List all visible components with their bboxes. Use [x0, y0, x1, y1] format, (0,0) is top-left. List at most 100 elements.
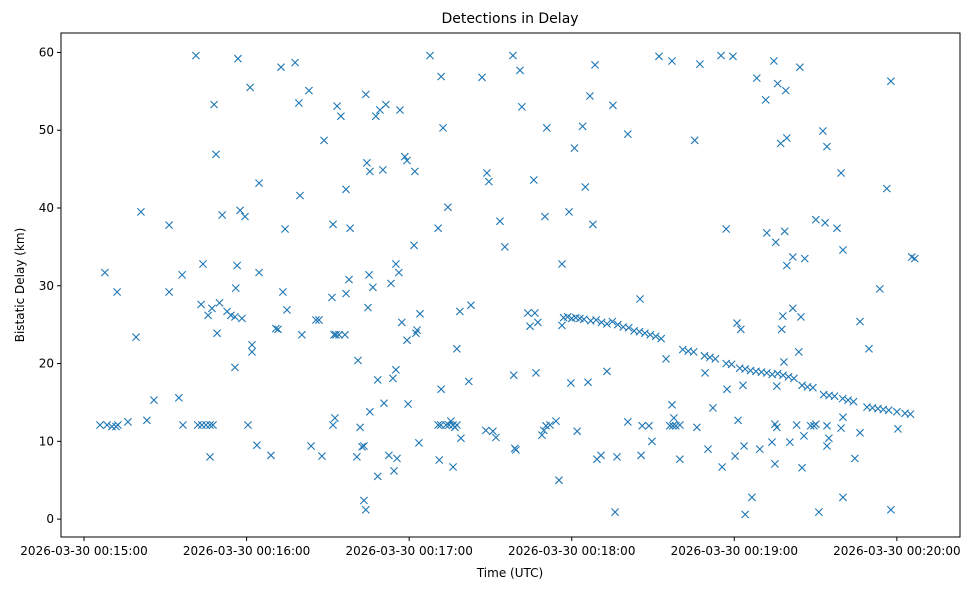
- data-point-x-marker: [761, 95, 770, 104]
- data-point-x-marker: [581, 183, 590, 191]
- data-point-x-marker: [578, 122, 587, 131]
- y-tick-label: 40: [39, 201, 54, 215]
- data-point-x-marker: [107, 422, 116, 431]
- data-point-x-marker: [439, 123, 448, 132]
- data-point-x-marker: [277, 63, 285, 72]
- data-point-x-marker: [910, 254, 919, 263]
- data-point-x-marker: [248, 340, 257, 349]
- data-point-x-marker: [531, 368, 540, 377]
- data-point-x-marker: [446, 417, 455, 426]
- y-tick-label: 30: [39, 279, 54, 293]
- chart-title: Detections in Delay: [441, 11, 578, 27]
- data-point-x-marker: [849, 397, 858, 406]
- data-point-x-marker: [123, 417, 132, 426]
- data-point-x-marker: [796, 312, 805, 321]
- data-point-x-marker: [722, 385, 731, 394]
- data-point-x-marker: [379, 399, 388, 408]
- y-tick-label: 60: [39, 45, 54, 59]
- data-point-x-marker: [798, 463, 807, 472]
- data-point-x-marker: [342, 289, 351, 298]
- data-point-x-marker: [243, 421, 252, 429]
- data-point-x-marker: [893, 424, 902, 433]
- data-point-x-marker: [844, 396, 853, 405]
- data-point-x-marker: [113, 288, 122, 296]
- data-point-x-marker: [777, 325, 786, 334]
- data-point-x-marker: [500, 242, 509, 251]
- data-point-x-marker: [636, 295, 645, 303]
- data-point-x-marker: [410, 241, 419, 250]
- data-point-x-marker: [384, 451, 393, 460]
- data-point-x-marker: [733, 319, 742, 328]
- data-point-x-marker: [675, 455, 684, 464]
- data-point-x-marker: [100, 268, 109, 277]
- data-point-x-marker: [741, 365, 750, 373]
- data-point-x-marker: [238, 314, 246, 323]
- data-point-x-marker: [523, 309, 532, 317]
- data-point-x-marker: [752, 74, 761, 83]
- data-point-x-marker: [329, 421, 338, 429]
- y-tick-label: 50: [39, 123, 54, 137]
- data-point-x-marker: [333, 102, 342, 111]
- data-point-x-marker: [539, 426, 548, 435]
- x-tick-label: 2026-03-30 00:16:00: [183, 544, 310, 558]
- data-point-x-marker: [533, 318, 542, 327]
- data-point-x-marker: [692, 423, 701, 432]
- data-point-x-marker: [773, 369, 782, 378]
- data-point-x-marker: [358, 442, 367, 451]
- data-point-x-marker: [330, 414, 339, 422]
- data-point-x-marker: [413, 326, 422, 335]
- data-point-x-marker: [346, 224, 355, 233]
- data-point-x-marker: [584, 378, 592, 387]
- data-point-x-marker: [240, 212, 249, 221]
- data-point-x-marker: [426, 51, 435, 60]
- data-point-x-marker: [592, 316, 601, 324]
- data-point-x-marker: [773, 79, 782, 88]
- data-point-x-marker: [274, 325, 283, 334]
- data-point-x-marker: [403, 336, 411, 345]
- data-point-x-marker: [700, 351, 709, 360]
- data-point-x-marker: [695, 60, 704, 69]
- data-point-x-marker: [336, 112, 345, 121]
- data-point-x-marker: [362, 158, 371, 167]
- data-point-x-marker: [193, 421, 202, 429]
- data-point-x-marker: [637, 451, 646, 460]
- data-point-x-marker: [563, 312, 572, 321]
- data-point-x-marker: [779, 371, 788, 380]
- data-point-x-marker: [875, 284, 884, 293]
- data-point-x-marker: [381, 100, 390, 109]
- data-point-x-marker: [856, 317, 865, 326]
- data-point-x-marker: [248, 347, 257, 356]
- data-point-x-marker: [230, 363, 239, 372]
- data-point-x-marker: [443, 203, 452, 212]
- data-point-x-marker: [394, 268, 403, 277]
- data-point-x-marker: [667, 400, 676, 409]
- data-point-x-marker: [233, 261, 242, 270]
- data-point-x-marker: [230, 312, 239, 321]
- data-point-x-marker: [304, 86, 313, 95]
- data-point-x-marker: [213, 329, 222, 338]
- data-point-x-marker: [822, 142, 831, 151]
- data-point-x-marker: [778, 312, 787, 321]
- data-point-x-marker: [410, 167, 419, 176]
- data-point-x-marker: [705, 353, 714, 362]
- data-point-x-marker: [772, 423, 781, 432]
- data-point-x-marker: [906, 410, 915, 419]
- data-point-x-marker: [613, 320, 622, 329]
- data-point-x-marker: [769, 57, 778, 65]
- data-point-x-marker: [307, 442, 316, 450]
- data-point-x-marker: [387, 279, 396, 288]
- data-point-x-marker: [178, 421, 187, 429]
- data-point-x-marker: [211, 150, 220, 159]
- data-point-x-marker: [246, 83, 255, 92]
- data-point-x-marker: [236, 206, 245, 215]
- data-point-x-marker: [113, 421, 122, 429]
- data-point-x-marker: [864, 344, 873, 353]
- data-point-x-marker: [821, 218, 830, 227]
- data-point-x-marker: [647, 437, 656, 446]
- data-point-x-marker: [294, 99, 303, 107]
- x-axis-label: Time (UTC): [476, 566, 543, 580]
- data-point-x-marker: [317, 452, 326, 461]
- data-point-x-marker: [206, 452, 215, 461]
- data-point-x-marker: [690, 136, 699, 145]
- data-point-x-marker: [397, 318, 406, 327]
